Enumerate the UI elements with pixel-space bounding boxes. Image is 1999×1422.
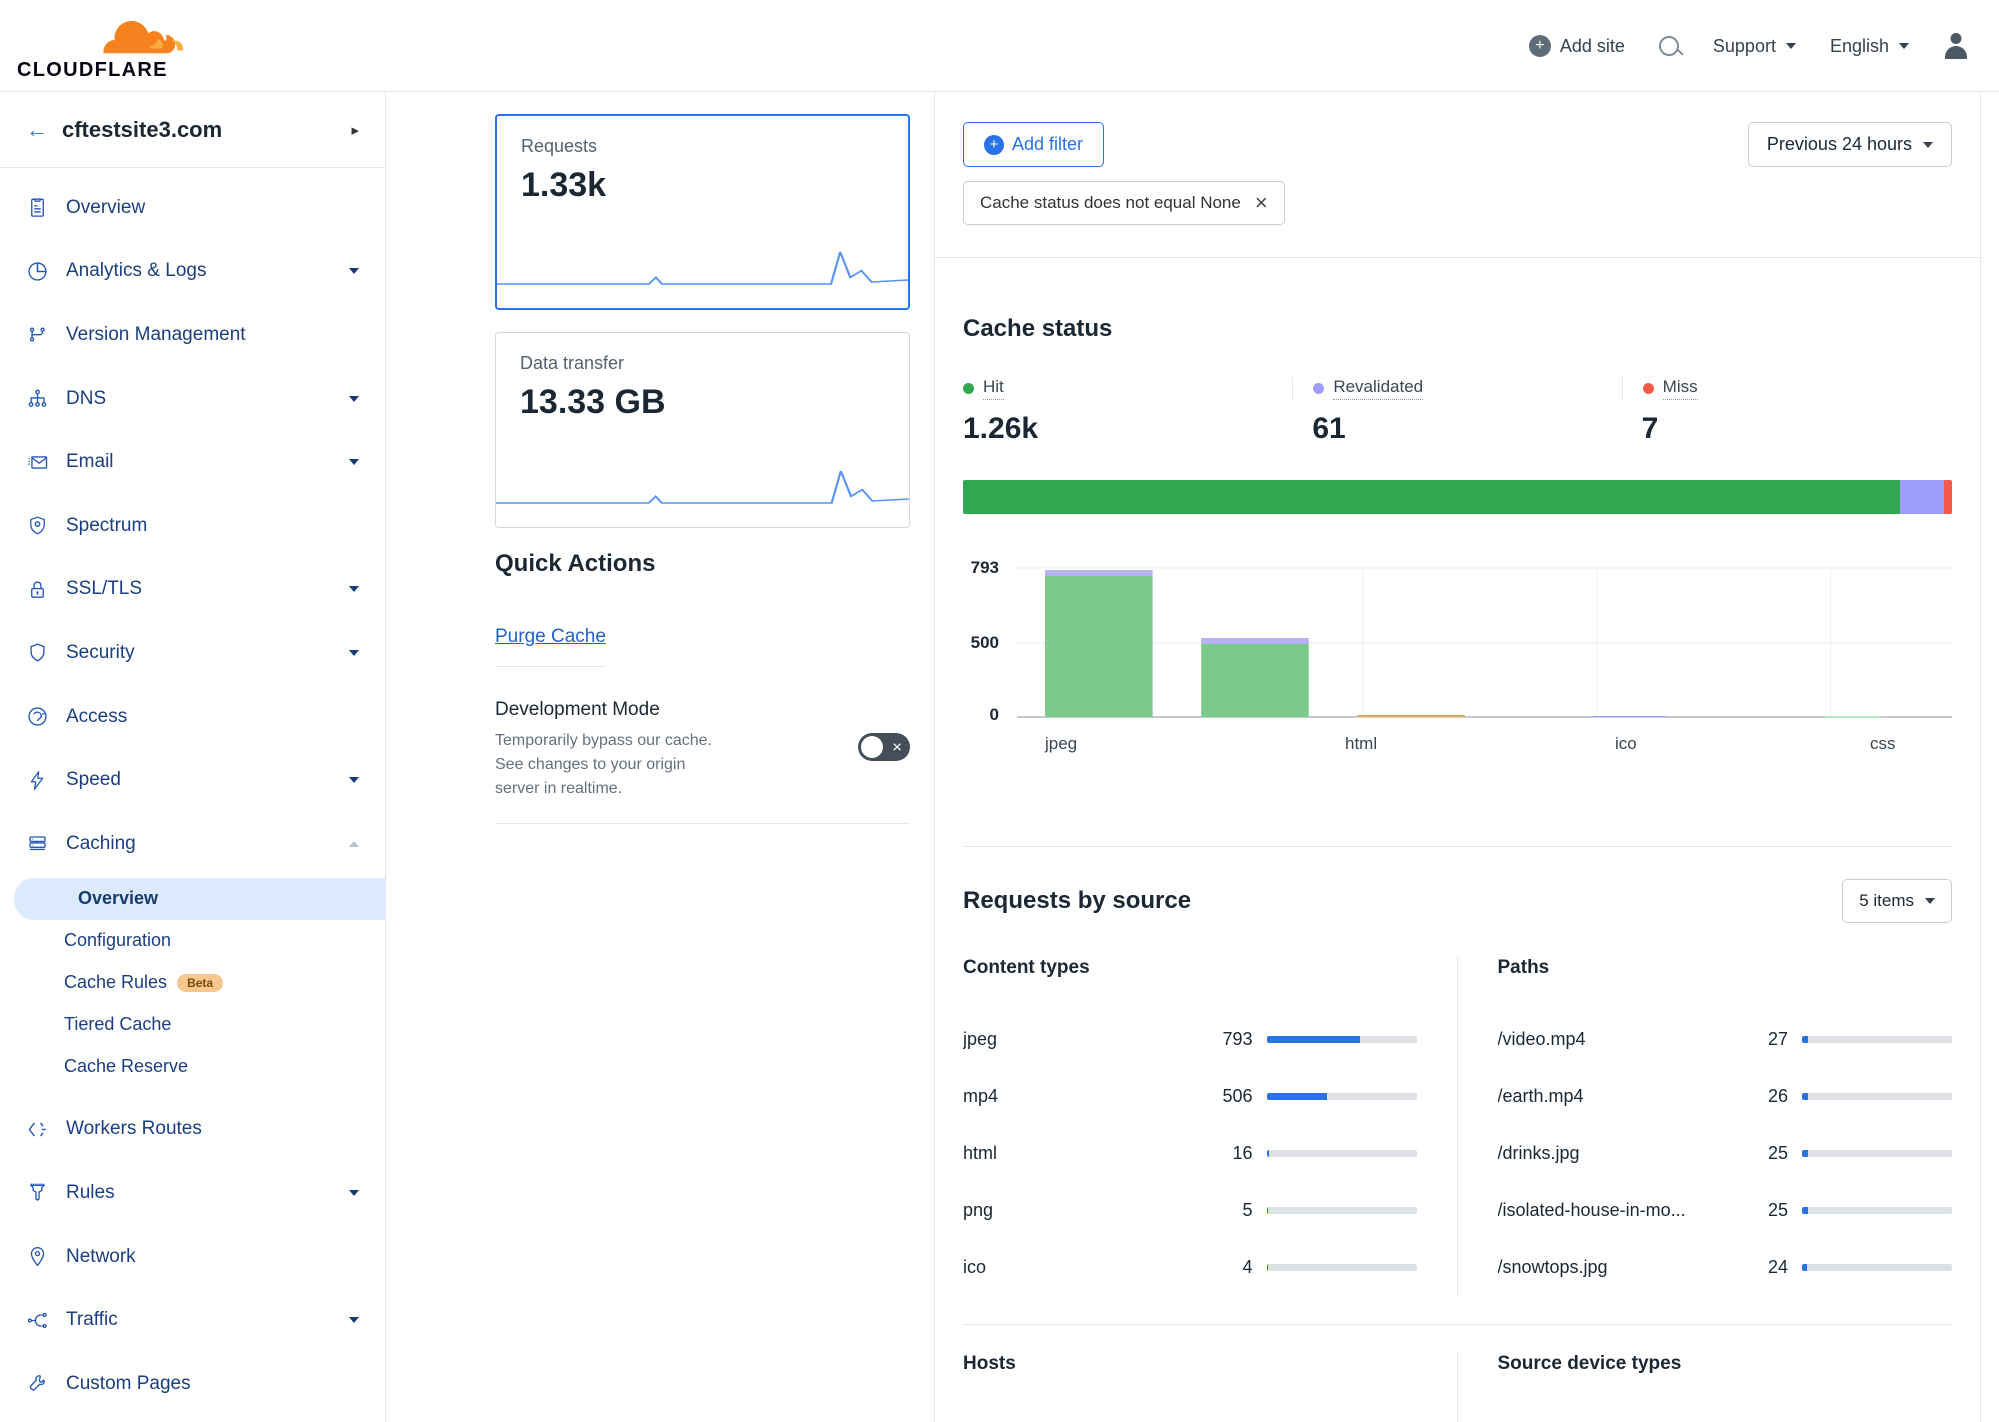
svg-text:CLOUDFLARE: CLOUDFLARE <box>17 59 168 79</box>
